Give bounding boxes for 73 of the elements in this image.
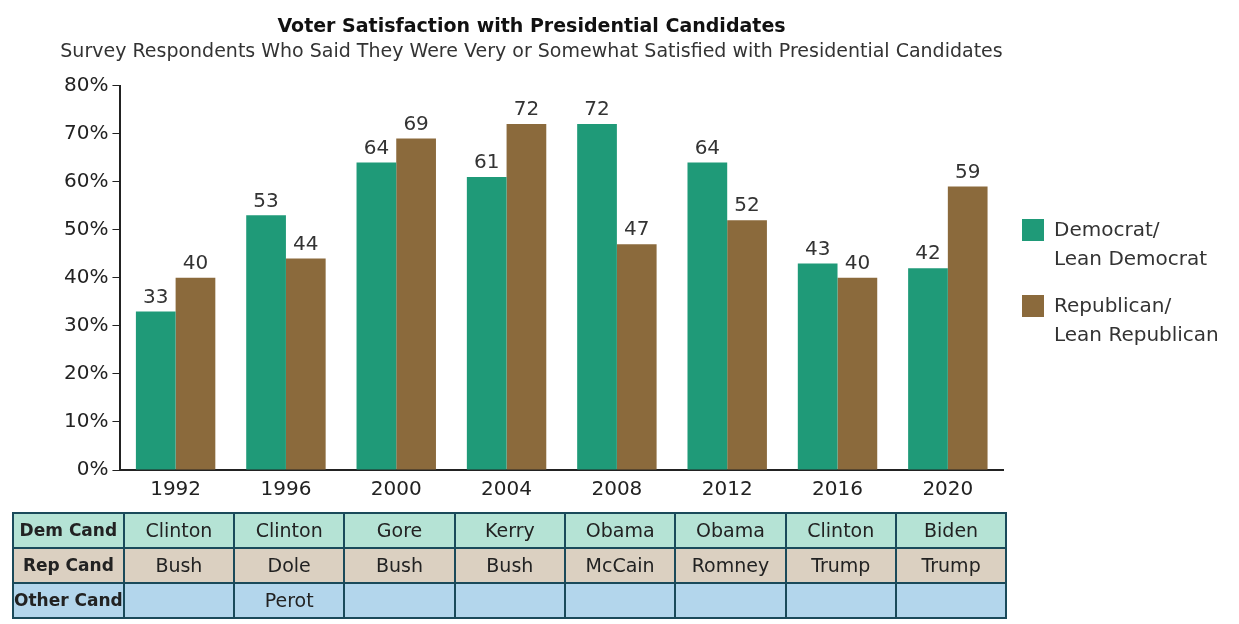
data-label: 40 xyxy=(182,250,209,274)
data-label: 33 xyxy=(143,283,169,308)
text: Dem Cand xyxy=(13,513,124,548)
text: Kerry xyxy=(454,513,565,548)
data-label: 40 xyxy=(844,250,871,274)
bar xyxy=(285,258,326,470)
bar xyxy=(616,244,657,470)
y-tick-label: 10% xyxy=(64,408,109,433)
text: Trump xyxy=(785,548,896,583)
x-tick-label: 2020 xyxy=(922,476,974,501)
bar xyxy=(947,186,988,470)
y-tick-label: 30% xyxy=(64,312,109,337)
bar xyxy=(687,162,728,470)
text: Rep Cand xyxy=(13,548,124,583)
data-label: 64 xyxy=(694,134,721,159)
text: McCain xyxy=(564,548,676,583)
bar xyxy=(908,268,948,470)
text: Trump xyxy=(895,548,1007,583)
x-tick-label: 1992 xyxy=(150,476,202,501)
y-tick-label: 80% xyxy=(64,71,109,96)
data-label: 59 xyxy=(954,158,981,183)
data-label: 44 xyxy=(293,230,319,255)
text: Romney xyxy=(675,548,786,583)
bar xyxy=(797,263,838,470)
y-tick-label: 0% xyxy=(76,456,109,481)
data-label: 42 xyxy=(915,240,941,265)
bar xyxy=(466,176,507,470)
y-tick-label: 50% xyxy=(64,215,109,240)
y-tick-label: 70% xyxy=(64,119,109,144)
text: Clinton xyxy=(785,513,896,548)
data-label: 52 xyxy=(734,192,760,217)
x-tick-label: 2004 xyxy=(481,476,533,501)
data-label: 47 xyxy=(624,216,650,241)
bar xyxy=(396,138,436,470)
x-tick-label: 1996 xyxy=(260,476,312,501)
text: Clinton xyxy=(123,513,235,548)
bar xyxy=(577,124,617,470)
data-label: 72 xyxy=(513,96,540,121)
text: Other Cand xyxy=(13,583,124,618)
y-tick-label: 40% xyxy=(64,264,109,288)
text: Bush xyxy=(344,548,455,583)
text: Bush xyxy=(454,548,565,583)
text: Biden xyxy=(895,513,1007,548)
text: Dole xyxy=(234,548,345,583)
bar xyxy=(837,277,878,470)
text: Gore xyxy=(344,513,455,548)
x-tick-label: 2000 xyxy=(370,476,422,501)
text: Perot xyxy=(234,583,345,618)
x-tick-label: 2016 xyxy=(812,476,863,501)
chart-subtitle: Survey Respondents Who Said They Were Very or Somewhat Satisfied with Presidential Candidates xyxy=(60,39,1003,62)
chart-title: Voter Satisfaction with Presidential Candidates xyxy=(277,14,786,37)
bar xyxy=(246,215,286,470)
bar xyxy=(356,162,397,470)
text: Bush xyxy=(123,548,235,583)
x-tick-label: 2008 xyxy=(591,476,643,501)
legend-label: Republican/ Lean Republican xyxy=(1054,292,1219,348)
x-tick-label: 2012 xyxy=(701,476,753,501)
bar xyxy=(175,277,216,470)
text: Obama xyxy=(675,513,786,548)
data-label: 69 xyxy=(403,110,429,135)
legend-label: Democrat/ Lean Democrat xyxy=(1054,216,1208,272)
data-label: 53 xyxy=(253,187,279,212)
bar xyxy=(727,220,767,470)
data-label: 43 xyxy=(804,235,831,260)
data-label: 64 xyxy=(363,134,390,159)
y-tick-label: 20% xyxy=(64,360,109,385)
text: Obama xyxy=(564,513,676,548)
y-tick-label: 60% xyxy=(64,167,109,192)
data-label: 61 xyxy=(473,149,500,174)
bar xyxy=(506,124,547,470)
data-label: 72 xyxy=(584,96,610,121)
text: Clinton xyxy=(234,513,345,548)
bar xyxy=(135,311,176,470)
